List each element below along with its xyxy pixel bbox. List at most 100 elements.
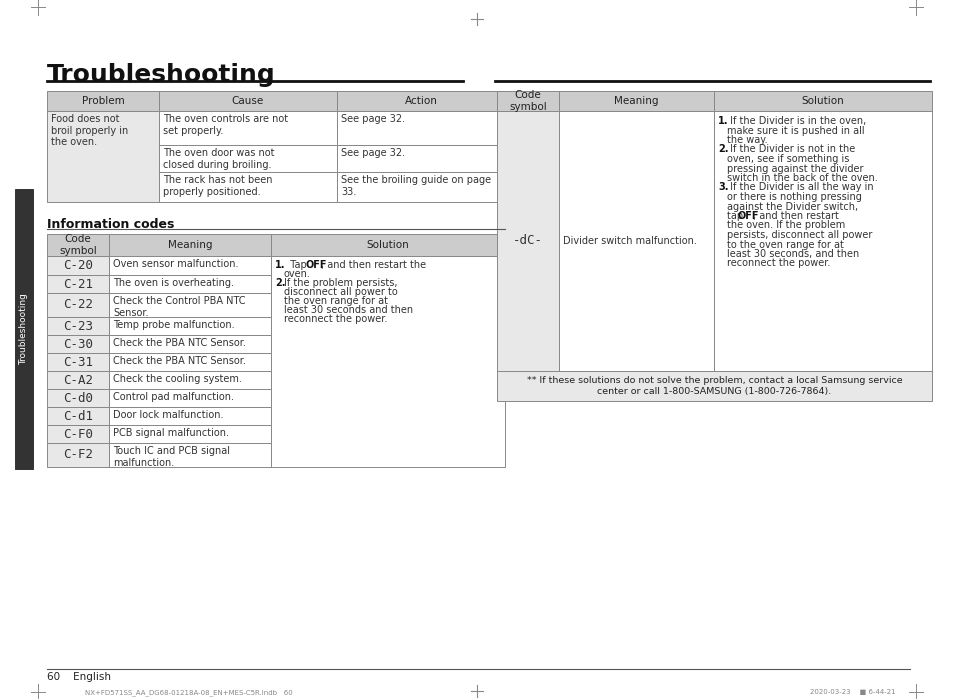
Text: If the Divider is in the oven,: If the Divider is in the oven, [726, 116, 865, 126]
Text: pressing against the divider: pressing against the divider [726, 164, 862, 173]
Text: reconnect the power.: reconnect the power. [284, 314, 387, 324]
Text: tap: tap [726, 211, 745, 221]
Text: 2.: 2. [274, 278, 285, 288]
Bar [336, 91, 504, 111]
Text: C-A2: C-A2 [63, 373, 92, 387]
Text: See page 32.: See page 32. [340, 148, 405, 158]
Text: Solution: Solution [801, 96, 843, 106]
Bar [497, 111, 558, 371]
Text: disconnect all power to: disconnect all power to [284, 287, 397, 297]
Text: Check the PBA NTC Sensor.: Check the PBA NTC Sensor. [112, 356, 246, 366]
Text: 2020-03-23    ■ 6-44-21: 2020-03-23 ■ 6-44-21 [809, 689, 895, 695]
Bar [109, 234, 271, 256]
Text: If the Divider is all the way in: If the Divider is all the way in [726, 182, 873, 192]
Bar [558, 111, 713, 371]
Text: PCB signal malfunction.: PCB signal malfunction. [112, 428, 229, 438]
Text: switch in the back of the oven.: switch in the back of the oven. [726, 173, 877, 183]
Bar [336, 111, 504, 145]
Text: Oven sensor malfunction.: Oven sensor malfunction. [112, 259, 238, 269]
Text: Action: Action [404, 96, 437, 106]
Text: C-31: C-31 [63, 356, 92, 368]
Text: C-d1: C-d1 [63, 410, 92, 422]
Bar [47, 317, 109, 335]
Text: Tap: Tap [284, 260, 310, 270]
Text: NX+FD571SS_AA_DG68-01218A-08_EN+MES-C5R.indb   60: NX+FD571SS_AA_DG68-01218A-08_EN+MES-C5R.… [85, 689, 293, 696]
Text: Meaning: Meaning [168, 240, 212, 250]
Bar [47, 389, 109, 407]
Bar [47, 353, 109, 371]
Text: -dC-: -dC- [513, 234, 542, 247]
Text: , and then restart: , and then restart [752, 211, 838, 221]
Bar [159, 145, 336, 172]
Bar [109, 317, 271, 335]
Bar [109, 256, 271, 275]
Bar [47, 275, 109, 293]
Text: Troubleshooting: Troubleshooting [19, 293, 29, 365]
Text: least 30 seconds, and then: least 30 seconds, and then [726, 249, 859, 259]
Text: Temp probe malfunction.: Temp probe malfunction. [112, 320, 234, 330]
Text: oven, see if something is: oven, see if something is [726, 154, 848, 164]
Text: the way.: the way. [726, 135, 767, 145]
Text: the oven. If the problem: the oven. If the problem [726, 220, 844, 231]
Text: Check the cooling system.: Check the cooling system. [112, 374, 242, 384]
Bar [497, 91, 558, 111]
Bar [109, 389, 271, 407]
Bar [15, 189, 33, 469]
Text: OFF: OFF [738, 211, 759, 221]
Bar [497, 371, 931, 401]
Text: C-20: C-20 [63, 259, 92, 272]
Text: to the oven range for at: to the oven range for at [726, 240, 843, 250]
Bar [336, 172, 504, 202]
Text: Troubleshooting: Troubleshooting [47, 63, 275, 87]
Text: reconnect the power.: reconnect the power. [726, 259, 829, 268]
Text: Meaning: Meaning [614, 96, 659, 106]
Text: Control pad malfunction.: Control pad malfunction. [112, 392, 233, 402]
Text: C-F2: C-F2 [63, 449, 92, 461]
Text: , and then restart the: , and then restart the [320, 260, 426, 270]
Text: C-22: C-22 [63, 298, 92, 312]
Text: C-F0: C-F0 [63, 428, 92, 440]
Bar [109, 293, 271, 317]
Text: Code
symbol: Code symbol [509, 90, 546, 112]
Text: 60    English: 60 English [47, 672, 111, 682]
Text: the oven range for at: the oven range for at [284, 296, 388, 306]
Bar [47, 425, 109, 443]
Text: The rack has not been
properly positioned.: The rack has not been properly positione… [163, 175, 273, 196]
Bar [109, 275, 271, 293]
Bar [47, 407, 109, 425]
Bar [47, 293, 109, 317]
Bar [47, 371, 109, 389]
Text: persists, disconnect all power: persists, disconnect all power [726, 230, 871, 240]
Bar [558, 91, 713, 111]
Text: The oven controls are not
set properly.: The oven controls are not set properly. [163, 114, 288, 136]
Bar [47, 256, 109, 275]
Text: Check the Control PBA NTC
Sensor.: Check the Control PBA NTC Sensor. [112, 296, 245, 317]
Bar [47, 234, 109, 256]
Text: or there is nothing pressing: or there is nothing pressing [726, 192, 861, 202]
Bar [159, 172, 336, 202]
Bar [271, 234, 504, 256]
Bar [109, 407, 271, 425]
Text: The oven is overheating.: The oven is overheating. [112, 278, 233, 288]
Text: least 30 seconds and then: least 30 seconds and then [284, 305, 413, 315]
Bar [109, 443, 271, 467]
Text: 2.: 2. [718, 145, 728, 154]
Text: 3.: 3. [718, 182, 728, 192]
Bar [109, 425, 271, 443]
Text: oven.: oven. [284, 269, 311, 279]
Text: Food does not
broil properly in
the oven.: Food does not broil properly in the oven… [51, 114, 128, 147]
Text: If the Divider is not in the: If the Divider is not in the [726, 145, 854, 154]
Text: Cause: Cause [232, 96, 264, 106]
Bar [109, 371, 271, 389]
Text: C-d0: C-d0 [63, 391, 92, 405]
Text: Information codes: Information codes [47, 218, 174, 231]
Bar [47, 335, 109, 353]
Bar [47, 91, 159, 111]
Bar [47, 443, 109, 467]
Text: The oven door was not
closed during broiling.: The oven door was not closed during broi… [163, 148, 274, 170]
Text: ** If these solutions do not solve the problem, contact a local Samsung service
: ** If these solutions do not solve the p… [526, 376, 902, 396]
Bar [271, 256, 504, 467]
Text: Problem: Problem [82, 96, 124, 106]
Text: make sure it is pushed in all: make sure it is pushed in all [726, 126, 863, 136]
Bar [159, 111, 336, 145]
